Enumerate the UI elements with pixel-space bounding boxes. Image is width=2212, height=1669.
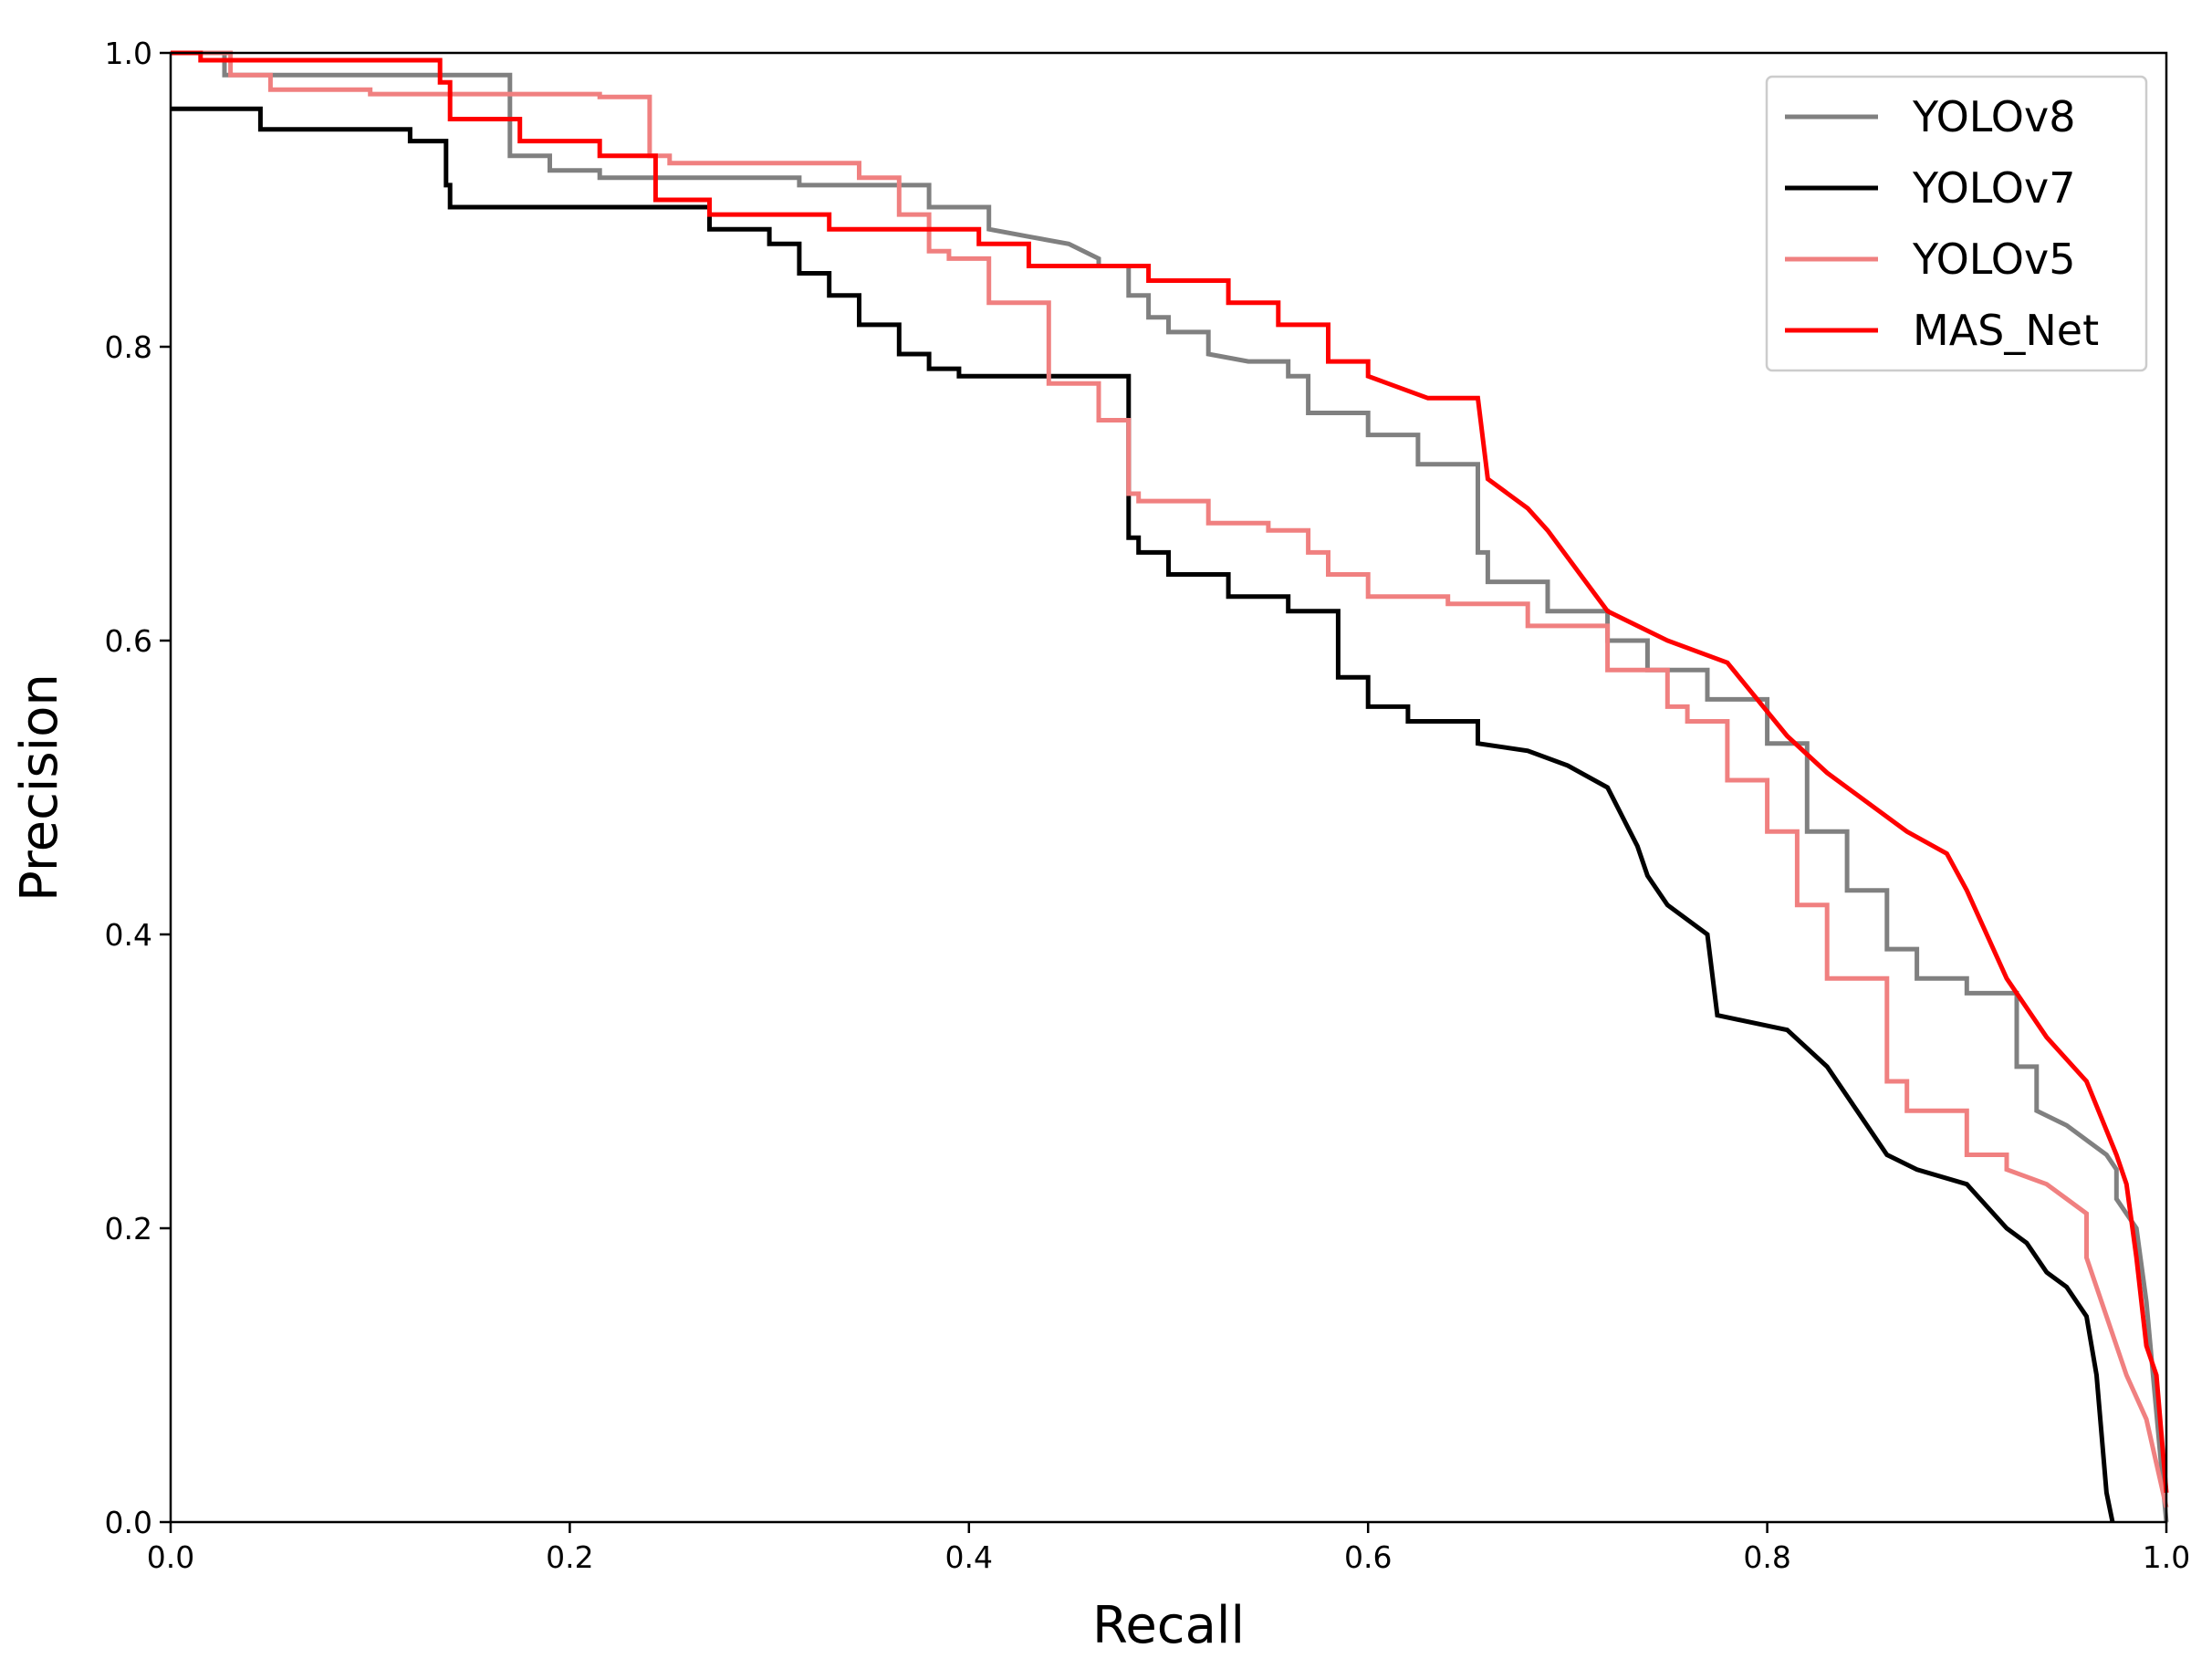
legend-label: YOLOv5 [1912, 235, 2075, 284]
legend-box [1765, 75, 2148, 372]
x-tick-label: 0.0 [147, 1539, 194, 1575]
series-line-yolov8 [171, 50, 2169, 1523]
series-line-yolov5 [171, 50, 2169, 1508]
x-axis-ticks: 0.0 0.2 0.4 0.6 0.8 1.0 [147, 1522, 2190, 1575]
series-line-mas-net [171, 50, 2169, 1494]
legend-label: YOLOv8 [1912, 92, 2075, 141]
y-tick-label: 0.0 [105, 1505, 152, 1540]
x-tick-label: 0.6 [1344, 1539, 1392, 1575]
axes-frame [169, 51, 2168, 1524]
y-tick-label: 0.6 [105, 623, 152, 659]
y-tick-label: 0.2 [105, 1211, 152, 1247]
y-axis-title: Precision [10, 673, 69, 902]
y-tick-label: 1.0 [105, 36, 152, 71]
y-axis-ticks: 0.0 0.2 0.4 0.6 0.8 1.0 [105, 36, 171, 1540]
x-tick-label: 0.4 [945, 1539, 993, 1575]
legend-label: MAS_Net [1913, 306, 2099, 355]
legend: YOLOv8 YOLOv7 YOLOv5 MAS_Net [1765, 75, 2148, 372]
x-tick-label: 0.2 [546, 1539, 593, 1575]
y-tick-label: 0.8 [105, 329, 152, 365]
legend-label: YOLOv7 [1912, 163, 2075, 213]
x-axis-title: Recall [1092, 1596, 1245, 1655]
x-tick-label: 1.0 [2143, 1539, 2190, 1575]
x-tick-label: 0.8 [1743, 1539, 1790, 1575]
series-line-yolov7 [171, 106, 2115, 1523]
plot-area [171, 50, 2169, 1523]
y-tick-label: 0.4 [105, 917, 152, 953]
